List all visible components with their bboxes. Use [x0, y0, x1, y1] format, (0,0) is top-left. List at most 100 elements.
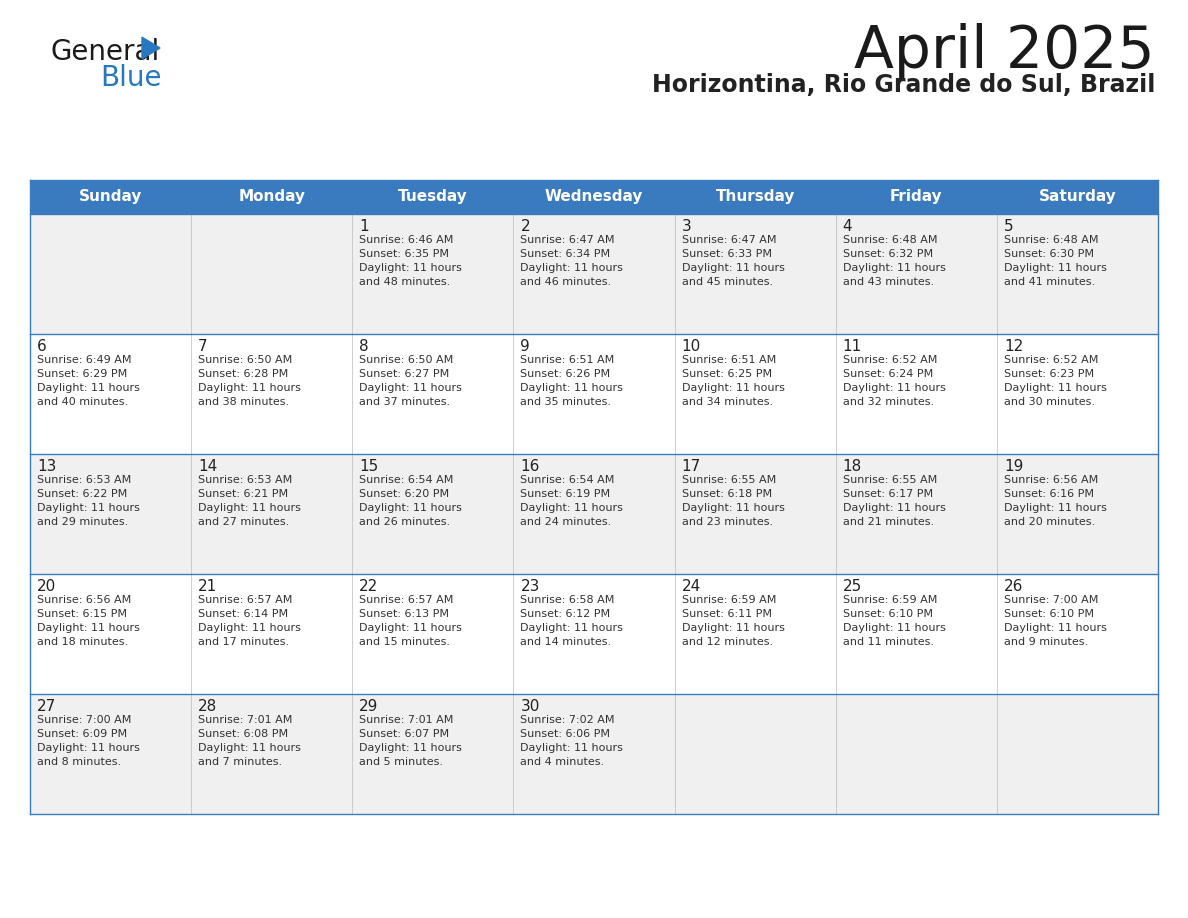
- Text: 13: 13: [37, 459, 56, 474]
- Text: Tuesday: Tuesday: [398, 189, 468, 205]
- Text: 12: 12: [1004, 339, 1023, 354]
- Text: 23: 23: [520, 579, 539, 594]
- Text: Sunset: 6:30 PM: Sunset: 6:30 PM: [1004, 249, 1094, 259]
- Text: and 34 minutes.: and 34 minutes.: [682, 397, 772, 407]
- Text: Sunset: 6:12 PM: Sunset: 6:12 PM: [520, 609, 611, 619]
- Text: and 23 minutes.: and 23 minutes.: [682, 517, 772, 527]
- Text: Sunrise: 7:00 AM: Sunrise: 7:00 AM: [37, 715, 132, 725]
- Text: 10: 10: [682, 339, 701, 354]
- Text: Sunrise: 6:57 AM: Sunrise: 6:57 AM: [198, 595, 292, 605]
- Text: 24: 24: [682, 579, 701, 594]
- Text: and 27 minutes.: and 27 minutes.: [198, 517, 290, 527]
- Text: Daylight: 11 hours: Daylight: 11 hours: [842, 503, 946, 513]
- Text: Sunset: 6:27 PM: Sunset: 6:27 PM: [359, 369, 449, 379]
- Text: Sunrise: 6:55 AM: Sunrise: 6:55 AM: [842, 475, 937, 485]
- Text: Daylight: 11 hours: Daylight: 11 hours: [37, 503, 140, 513]
- Text: Daylight: 11 hours: Daylight: 11 hours: [1004, 263, 1107, 273]
- Text: 26: 26: [1004, 579, 1023, 594]
- Text: Horizontina, Rio Grande do Sul, Brazil: Horizontina, Rio Grande do Sul, Brazil: [652, 73, 1155, 97]
- Text: Sunset: 6:26 PM: Sunset: 6:26 PM: [520, 369, 611, 379]
- Text: Sunrise: 6:47 AM: Sunrise: 6:47 AM: [520, 235, 615, 245]
- Text: and 32 minutes.: and 32 minutes.: [842, 397, 934, 407]
- Text: and 37 minutes.: and 37 minutes.: [359, 397, 450, 407]
- Text: Blue: Blue: [100, 64, 162, 92]
- Text: 16: 16: [520, 459, 539, 474]
- Text: Sunrise: 6:52 AM: Sunrise: 6:52 AM: [1004, 355, 1098, 365]
- Text: Sunset: 6:10 PM: Sunset: 6:10 PM: [842, 609, 933, 619]
- Text: Daylight: 11 hours: Daylight: 11 hours: [359, 503, 462, 513]
- Text: Daylight: 11 hours: Daylight: 11 hours: [682, 623, 784, 633]
- Text: and 26 minutes.: and 26 minutes.: [359, 517, 450, 527]
- Text: Sunset: 6:28 PM: Sunset: 6:28 PM: [198, 369, 289, 379]
- Text: and 17 minutes.: and 17 minutes.: [198, 637, 289, 647]
- Text: Sunset: 6:19 PM: Sunset: 6:19 PM: [520, 489, 611, 499]
- Text: 2: 2: [520, 219, 530, 234]
- Bar: [30, 334, 1158, 454]
- Text: Daylight: 11 hours: Daylight: 11 hours: [682, 263, 784, 273]
- Text: Daylight: 11 hours: Daylight: 11 hours: [842, 623, 946, 633]
- Text: Sunset: 6:21 PM: Sunset: 6:21 PM: [198, 489, 289, 499]
- Text: Sunrise: 6:53 AM: Sunrise: 6:53 AM: [37, 475, 131, 485]
- Text: and 41 minutes.: and 41 minutes.: [1004, 277, 1095, 287]
- Text: Sunset: 6:25 PM: Sunset: 6:25 PM: [682, 369, 772, 379]
- Text: Sunset: 6:23 PM: Sunset: 6:23 PM: [1004, 369, 1094, 379]
- Text: and 24 minutes.: and 24 minutes.: [520, 517, 612, 527]
- Text: Wednesday: Wednesday: [545, 189, 643, 205]
- Text: Sunset: 6:14 PM: Sunset: 6:14 PM: [198, 609, 289, 619]
- Text: Sunset: 6:09 PM: Sunset: 6:09 PM: [37, 729, 127, 739]
- Text: April 2025: April 2025: [854, 23, 1155, 80]
- Text: Sunrise: 7:01 AM: Sunrise: 7:01 AM: [198, 715, 292, 725]
- Text: Daylight: 11 hours: Daylight: 11 hours: [359, 263, 462, 273]
- Text: and 11 minutes.: and 11 minutes.: [842, 637, 934, 647]
- Text: Daylight: 11 hours: Daylight: 11 hours: [682, 383, 784, 393]
- Text: and 9 minutes.: and 9 minutes.: [1004, 637, 1088, 647]
- Text: Sunrise: 6:49 AM: Sunrise: 6:49 AM: [37, 355, 132, 365]
- Text: Sunrise: 6:59 AM: Sunrise: 6:59 AM: [842, 595, 937, 605]
- Text: Daylight: 11 hours: Daylight: 11 hours: [520, 383, 624, 393]
- Text: 22: 22: [359, 579, 379, 594]
- Text: and 38 minutes.: and 38 minutes.: [198, 397, 289, 407]
- Text: 6: 6: [37, 339, 46, 354]
- Text: and 5 minutes.: and 5 minutes.: [359, 757, 443, 767]
- Text: Sunset: 6:15 PM: Sunset: 6:15 PM: [37, 609, 127, 619]
- Text: Sunset: 6:32 PM: Sunset: 6:32 PM: [842, 249, 933, 259]
- Text: Daylight: 11 hours: Daylight: 11 hours: [842, 263, 946, 273]
- Text: Sunrise: 6:52 AM: Sunrise: 6:52 AM: [842, 355, 937, 365]
- Bar: [30, 574, 1158, 694]
- Text: Sunrise: 7:01 AM: Sunrise: 7:01 AM: [359, 715, 454, 725]
- Text: and 12 minutes.: and 12 minutes.: [682, 637, 772, 647]
- Text: Sunrise: 6:50 AM: Sunrise: 6:50 AM: [198, 355, 292, 365]
- Text: Sunday: Sunday: [78, 189, 143, 205]
- Text: Sunrise: 6:55 AM: Sunrise: 6:55 AM: [682, 475, 776, 485]
- Text: Sunrise: 6:59 AM: Sunrise: 6:59 AM: [682, 595, 776, 605]
- Text: and 40 minutes.: and 40 minutes.: [37, 397, 128, 407]
- Polygon shape: [143, 38, 160, 59]
- Text: Sunrise: 6:53 AM: Sunrise: 6:53 AM: [198, 475, 292, 485]
- Text: General: General: [50, 38, 159, 66]
- Text: Daylight: 11 hours: Daylight: 11 hours: [682, 503, 784, 513]
- Text: Daylight: 11 hours: Daylight: 11 hours: [520, 503, 624, 513]
- Text: Daylight: 11 hours: Daylight: 11 hours: [359, 623, 462, 633]
- Text: 3: 3: [682, 219, 691, 234]
- Text: Friday: Friday: [890, 189, 942, 205]
- Text: Sunrise: 6:46 AM: Sunrise: 6:46 AM: [359, 235, 454, 245]
- Text: 19: 19: [1004, 459, 1023, 474]
- Text: and 45 minutes.: and 45 minutes.: [682, 277, 772, 287]
- Text: 17: 17: [682, 459, 701, 474]
- Text: Sunset: 6:06 PM: Sunset: 6:06 PM: [520, 729, 611, 739]
- Text: 5: 5: [1004, 219, 1013, 234]
- Text: Sunset: 6:13 PM: Sunset: 6:13 PM: [359, 609, 449, 619]
- Text: 30: 30: [520, 699, 539, 714]
- Text: Sunset: 6:17 PM: Sunset: 6:17 PM: [842, 489, 933, 499]
- Text: Daylight: 11 hours: Daylight: 11 hours: [198, 743, 301, 753]
- Text: Daylight: 11 hours: Daylight: 11 hours: [198, 623, 301, 633]
- Text: and 18 minutes.: and 18 minutes.: [37, 637, 128, 647]
- Text: and 21 minutes.: and 21 minutes.: [842, 517, 934, 527]
- Text: and 15 minutes.: and 15 minutes.: [359, 637, 450, 647]
- Text: Daylight: 11 hours: Daylight: 11 hours: [842, 383, 946, 393]
- Text: Sunset: 6:29 PM: Sunset: 6:29 PM: [37, 369, 127, 379]
- Text: Daylight: 11 hours: Daylight: 11 hours: [198, 503, 301, 513]
- Bar: [30, 214, 1158, 334]
- Text: Sunrise: 7:00 AM: Sunrise: 7:00 AM: [1004, 595, 1098, 605]
- Text: Daylight: 11 hours: Daylight: 11 hours: [520, 743, 624, 753]
